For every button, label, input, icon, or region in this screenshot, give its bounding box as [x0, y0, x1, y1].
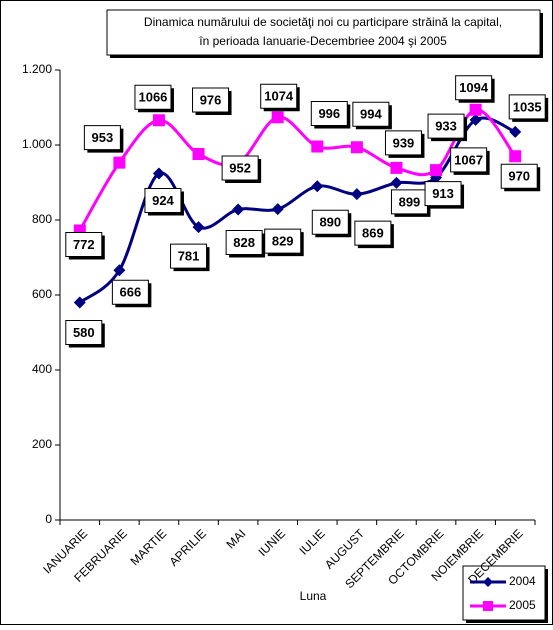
- marker: [509, 150, 522, 163]
- y-tick-label: 200: [32, 437, 52, 451]
- data-label: 970: [508, 169, 530, 184]
- title-box: [106, 9, 541, 56]
- label-box: [144, 188, 182, 213]
- data-label: 924: [152, 193, 174, 208]
- marker: [192, 221, 205, 234]
- marker: [390, 176, 403, 189]
- legend-label: 2004: [509, 574, 536, 588]
- label-box: [170, 243, 208, 269]
- legend-marker: [483, 601, 493, 611]
- data-label: 976: [200, 92, 222, 107]
- label-box: [450, 147, 488, 173]
- label-box: [310, 101, 348, 126]
- label-box: [508, 94, 546, 120]
- y-tick-label: 800: [32, 212, 52, 226]
- marker: [152, 114, 165, 127]
- label-box: [221, 155, 259, 181]
- marker: [469, 103, 482, 116]
- label-box: [65, 232, 103, 257]
- data-label: 1094: [459, 80, 489, 95]
- label-box: [352, 101, 390, 127]
- marker: [192, 148, 205, 160]
- label-box: [65, 320, 103, 345]
- marker: [311, 140, 324, 153]
- y-tick-label: 0: [45, 512, 52, 526]
- data-label: 899: [399, 194, 421, 209]
- data-label: 890: [319, 215, 341, 230]
- data-label: 1066: [138, 90, 167, 105]
- label-box: [111, 279, 149, 305]
- marker: [390, 161, 403, 174]
- data-label: 994: [360, 107, 382, 122]
- y-tick-label: 600: [32, 287, 52, 301]
- data-label: 996: [318, 106, 340, 121]
- data-label: 781: [178, 249, 200, 264]
- label-box: [354, 220, 392, 246]
- label-box: [264, 228, 302, 254]
- data-label: 829: [272, 234, 294, 249]
- label-box: [225, 230, 263, 255]
- data-label: 933: [435, 119, 457, 134]
- marker: [73, 296, 86, 309]
- data-label: 1074: [264, 89, 294, 104]
- data-label: 666: [120, 285, 142, 300]
- legend-marker: [483, 577, 493, 587]
- legend-box: [462, 565, 546, 621]
- y-tick-label: 400: [32, 362, 52, 376]
- x-axis-label: Luna: [300, 589, 327, 603]
- chart-subtitle: în perioada Ianuarie-Decembriee 2004 şi …: [198, 34, 447, 48]
- marker: [311, 180, 324, 193]
- marker: [509, 125, 522, 138]
- marker: [350, 141, 363, 154]
- label-box: [455, 75, 493, 101]
- label-box: [500, 163, 538, 189]
- label-box: [384, 130, 422, 156]
- chart-title: Dinamica numărului de societăţi noi cu p…: [144, 15, 502, 29]
- label-box: [311, 209, 349, 235]
- data-label: 1067: [454, 152, 483, 167]
- data-label: 1035: [513, 99, 542, 114]
- data-label: 913: [432, 186, 454, 201]
- marker: [113, 264, 126, 277]
- data-label: 869: [362, 226, 384, 241]
- data-label: 953: [92, 130, 114, 145]
- marker: [430, 164, 443, 177]
- data-label: 772: [73, 237, 95, 252]
- marker: [271, 111, 284, 124]
- marker: [350, 188, 363, 201]
- data-label: 828: [233, 235, 255, 250]
- label-box: [134, 84, 172, 110]
- label-box: [192, 87, 230, 113]
- y-tick-label: 1.000: [22, 137, 52, 151]
- marker: [113, 156, 126, 169]
- y-tick-label: 1.200: [22, 62, 52, 76]
- label-box: [427, 113, 465, 139]
- marker: [232, 203, 245, 216]
- label-box: [83, 125, 121, 151]
- label-box: [424, 181, 462, 207]
- data-label: 939: [393, 135, 415, 150]
- marker: [152, 167, 165, 180]
- marker: [469, 113, 482, 126]
- legend-label: 2005: [509, 598, 536, 612]
- data-label: 580: [73, 325, 95, 340]
- data-label: 952: [229, 160, 251, 175]
- marker: [271, 203, 284, 216]
- label-box: [260, 83, 298, 109]
